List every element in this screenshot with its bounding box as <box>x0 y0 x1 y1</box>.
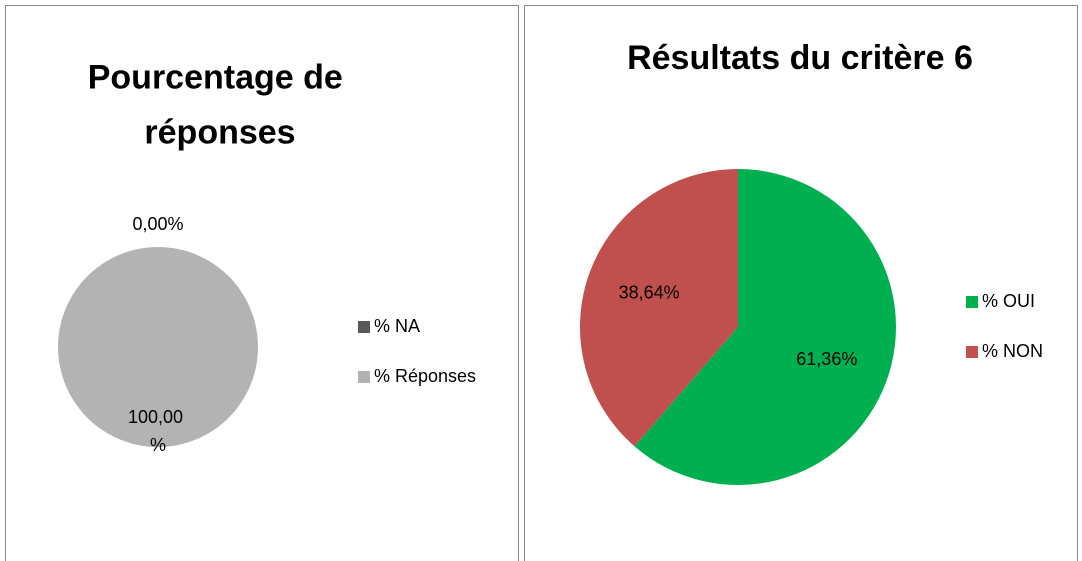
legend-swatch <box>358 371 370 383</box>
legend-label: % NON <box>982 341 1043 361</box>
legend-swatch <box>966 296 978 308</box>
legend-swatch <box>966 346 978 358</box>
legend-label: % OUI <box>982 291 1035 311</box>
pie-slice <box>58 247 258 447</box>
data-label: 100,00 % <box>128 407 188 455</box>
pie-slice <box>634 169 896 485</box>
data-label: 61,36% <box>796 349 857 369</box>
pie-slice <box>580 169 738 447</box>
legend-swatch <box>358 321 370 333</box>
legend-label: % NA <box>374 316 420 336</box>
data-label: 38,64% <box>619 283 680 303</box>
panel-border <box>5 5 519 561</box>
legend-label: % Réponses <box>374 366 476 386</box>
chart-title: Pourcentage de réponses <box>88 58 353 151</box>
data-label: 0,00% <box>132 214 183 234</box>
chart-title: Résultats du critère 6 <box>627 39 973 77</box>
panel-border <box>524 5 1078 561</box>
